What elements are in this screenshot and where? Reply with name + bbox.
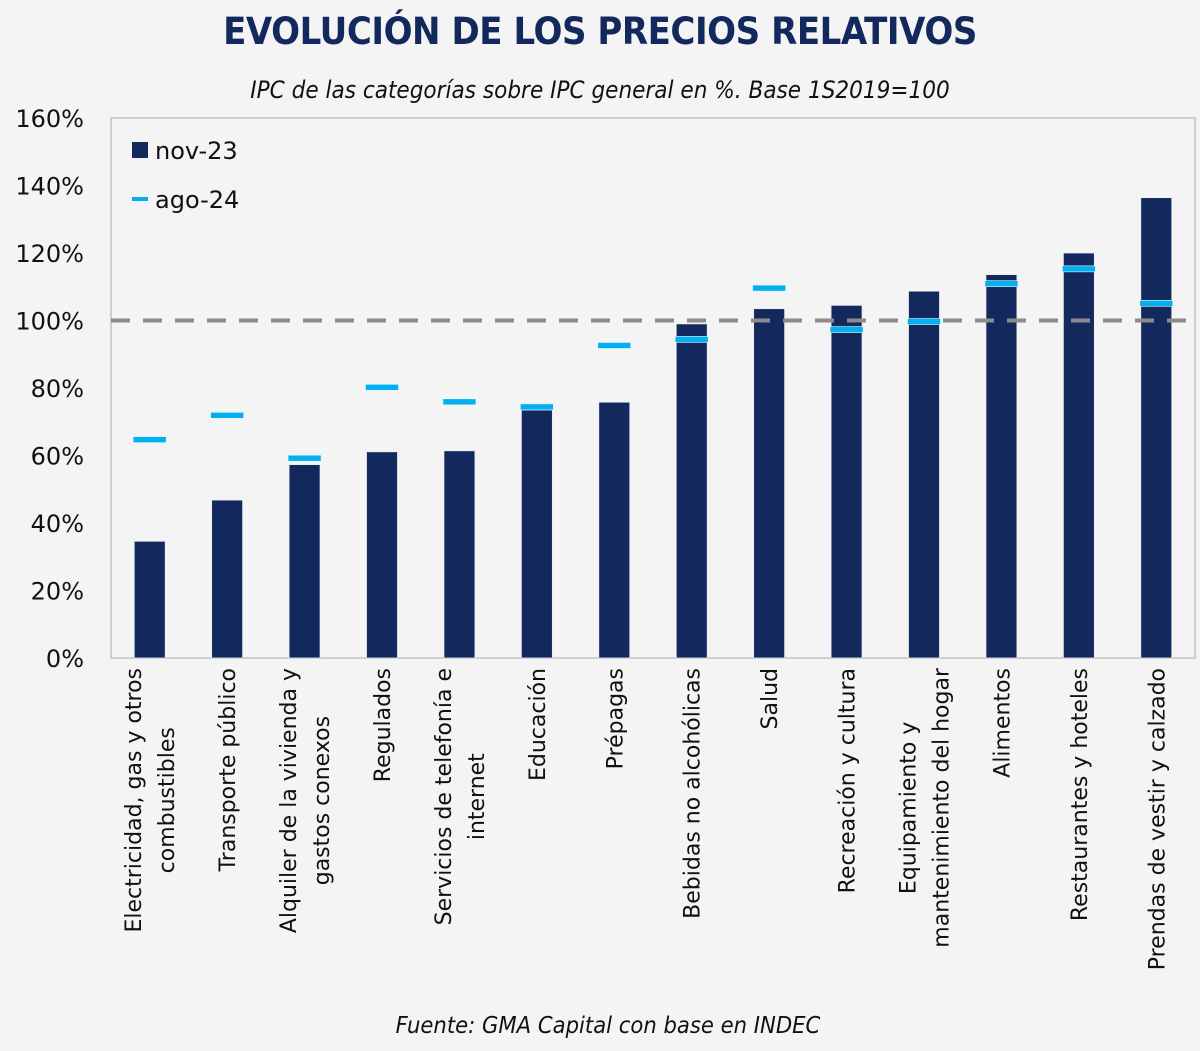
x-tick-label-line: Transporte público bbox=[216, 668, 241, 872]
x-tick-label: Educación bbox=[526, 668, 551, 781]
y-tick-label: 120% bbox=[15, 240, 84, 268]
marker-ago-24 bbox=[907, 318, 941, 325]
bar-nov-23 bbox=[520, 409, 553, 659]
x-tick-label: Salud bbox=[758, 668, 783, 729]
x-tick-label: Servicios de telefonía e internet bbox=[432, 668, 490, 925]
x-tick-label: Recreación y cultura bbox=[836, 668, 861, 893]
bar-nov-23 bbox=[211, 499, 244, 659]
x-tick-label: Regulados bbox=[371, 668, 396, 782]
x-tick-label-line: Bebidas no alcohólicas bbox=[681, 668, 706, 919]
source-note: Fuente: GMA Capital con base en INDEC bbox=[395, 1013, 821, 1039]
x-tick-label-line: Servicios de telefonía e bbox=[432, 668, 457, 925]
x-tick-label-line: Electricidad, gas y otros bbox=[122, 668, 147, 933]
x-tick-label-line: Recreación y cultura bbox=[836, 668, 861, 893]
y-tick-label: 100% bbox=[15, 308, 84, 336]
x-tick-label-line: Alimentos bbox=[990, 668, 1015, 778]
x-tick-label: Alquiler de la vivienda y gastos conexos bbox=[277, 668, 335, 933]
marker-ago-24 bbox=[210, 412, 244, 419]
x-tick-label-line: Regulados bbox=[371, 668, 396, 782]
marker-ago-24 bbox=[674, 336, 709, 343]
x-tick-label: Prendas de vestir y calzado bbox=[1145, 668, 1170, 970]
x-tick-label-line: Equipamiento y bbox=[897, 722, 922, 895]
x-tick-label-line: Prépagas bbox=[603, 668, 628, 769]
y-tick-label: 160% bbox=[15, 105, 84, 133]
x-tick-label: Electricidad, gas y otros combustibles bbox=[122, 668, 180, 933]
bar-nov-23 bbox=[985, 274, 1018, 659]
x-tick-label: Restaurantes y hoteles bbox=[1068, 668, 1093, 921]
legend-label-ago-24: ago-24 bbox=[155, 186, 239, 214]
x-tick-label-line: Prendas de vestir y calzado bbox=[1145, 668, 1170, 970]
bar-nov-23 bbox=[830, 304, 863, 659]
bar-nov-23 bbox=[133, 540, 166, 659]
marker-ago-24 bbox=[287, 454, 322, 462]
bar-nov-23 bbox=[1140, 197, 1173, 659]
x-tick-label-line: gastos conexos bbox=[310, 716, 335, 885]
marker-ago-24 bbox=[1139, 299, 1174, 307]
bar-nov-23 bbox=[1062, 252, 1095, 659]
marker-ago-24 bbox=[132, 436, 167, 443]
marker-ago-24 bbox=[365, 384, 399, 391]
y-tick-label: 20% bbox=[31, 578, 84, 606]
x-tick-label-line: combustibles bbox=[155, 727, 180, 873]
marker-ago-24 bbox=[829, 326, 864, 333]
x-tick-label-line: Restaurantes y hoteles bbox=[1068, 668, 1093, 921]
bar-nov-23 bbox=[908, 290, 940, 659]
marker-ago-24 bbox=[442, 398, 477, 406]
y-tick-label: 0% bbox=[46, 645, 84, 673]
bar-nov-23 bbox=[443, 450, 476, 659]
x-tick-label: Transporte público bbox=[216, 668, 241, 872]
marker-ago-24 bbox=[984, 280, 1019, 288]
marker-ago-24 bbox=[752, 284, 786, 292]
y-tick-label: 60% bbox=[31, 443, 84, 471]
y-tick-label: 80% bbox=[31, 375, 84, 403]
bar-nov-23 bbox=[753, 308, 786, 659]
x-tick-label-line: Educación bbox=[526, 668, 551, 781]
x-tick-label: Prépagas bbox=[603, 668, 628, 769]
chart-title: EVOLUCIÓN DE LOS PRECIOS RELATIVOS bbox=[223, 10, 977, 53]
x-tick-label-line: Salud bbox=[758, 668, 783, 729]
legend-swatch-ago-24 bbox=[132, 197, 148, 201]
x-axis: Electricidad, gas y otros combustibles Tra… bbox=[122, 667, 1170, 970]
plot-frame bbox=[110, 117, 1196, 659]
legend-swatch-nov-23 bbox=[132, 142, 148, 158]
y-tick-label: 40% bbox=[31, 510, 84, 538]
bar-nov-23 bbox=[288, 464, 321, 659]
bar-nov-23 bbox=[598, 401, 631, 659]
marker-ago-24 bbox=[520, 403, 554, 411]
x-tick-label: Alimentos bbox=[990, 668, 1015, 778]
marker-ago-24 bbox=[1062, 265, 1096, 273]
series-nov-23 bbox=[133, 197, 1173, 659]
bar-nov-23 bbox=[366, 451, 398, 659]
y-tick-label: 140% bbox=[15, 173, 84, 201]
x-tick-label: Bebidas no alcohólicas bbox=[681, 668, 706, 919]
series-ago-24 bbox=[132, 265, 1174, 462]
legend-label-nov-23: nov-23 bbox=[155, 137, 238, 165]
legend: nov-23 ago-24 bbox=[132, 137, 239, 214]
x-tick-label: Equipamiento y mantenimiento del hogar bbox=[897, 667, 955, 948]
x-tick-label-line: mantenimiento del hogar bbox=[930, 667, 955, 948]
y-axis: 0% 20% 40% 60% 80% 100% 120% 140% 160% bbox=[15, 105, 84, 673]
x-tick-label-line: internet bbox=[465, 753, 490, 840]
marker-ago-24 bbox=[597, 342, 632, 349]
x-tick-label-line: Alquiler de la vivienda y bbox=[277, 668, 302, 933]
bar-nov-23 bbox=[675, 323, 708, 659]
chart-subtitle: IPC de las categorías sobre IPC general … bbox=[250, 76, 950, 104]
